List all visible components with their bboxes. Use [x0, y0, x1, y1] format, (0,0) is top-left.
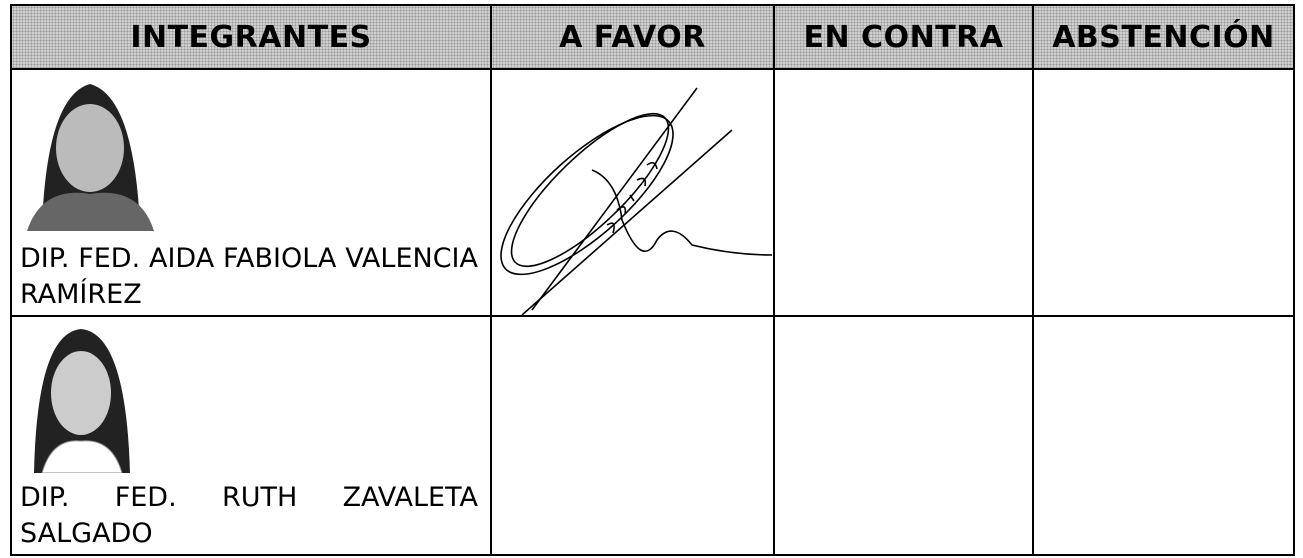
vote-cell [773, 315, 1034, 556]
vote-cell [1032, 315, 1295, 556]
header-cell: A FAVOR [490, 4, 775, 70]
signature [500, 87, 773, 315]
vote-cell [490, 315, 775, 556]
member-name: DIP. FED. AIDA FABIOLA VALENCIA RAMÍREZ [20, 243, 478, 310]
member-cell: DIP. FED. AIDA FABIOLA VALENCIA RAMÍREZ [10, 68, 492, 317]
member-name: DIP. FED. RUTH ZAVALETA SALGADO [20, 482, 478, 549]
vote-cell [1032, 68, 1295, 317]
header-cell: EN CONTRA [773, 4, 1034, 70]
header-cell: INTEGRANTES [10, 4, 492, 70]
vote-cell [490, 68, 775, 317]
header-cell: ABSTENCIÓN [1032, 4, 1295, 70]
vote-cell [773, 68, 1034, 317]
member-cell: DIP. FED. RUTH ZAVALETA SALGADO [10, 315, 492, 556]
member-photo [22, 323, 140, 473]
member-photo [22, 76, 157, 231]
